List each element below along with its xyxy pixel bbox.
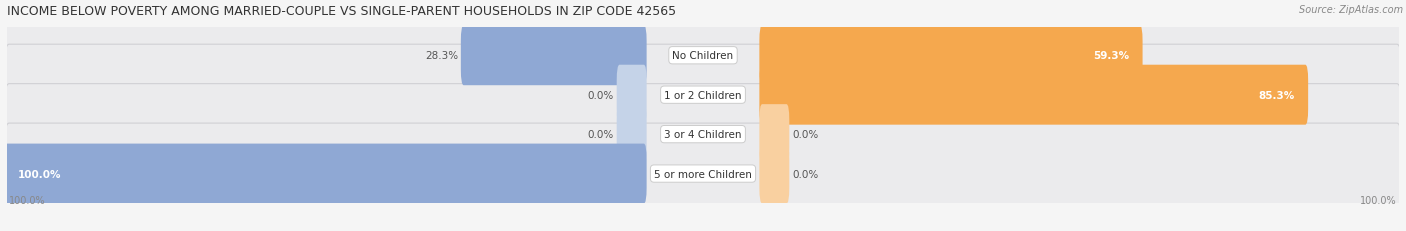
- Text: 100.0%: 100.0%: [1360, 196, 1398, 206]
- Text: 100.0%: 100.0%: [17, 169, 60, 179]
- Text: 0.0%: 0.0%: [588, 130, 614, 140]
- Text: 28.3%: 28.3%: [425, 51, 458, 61]
- Text: 0.0%: 0.0%: [588, 90, 614, 100]
- Text: 5 or more Children: 5 or more Children: [654, 169, 752, 179]
- FancyBboxPatch shape: [4, 6, 1402, 106]
- Text: 1 or 2 Children: 1 or 2 Children: [664, 90, 742, 100]
- FancyBboxPatch shape: [4, 144, 647, 204]
- Text: 59.3%: 59.3%: [1094, 51, 1129, 61]
- Text: 100.0%: 100.0%: [8, 196, 46, 206]
- FancyBboxPatch shape: [617, 65, 647, 125]
- FancyBboxPatch shape: [759, 65, 1308, 125]
- FancyBboxPatch shape: [4, 124, 1402, 224]
- FancyBboxPatch shape: [759, 26, 1143, 86]
- Text: INCOME BELOW POVERTY AMONG MARRIED-COUPLE VS SINGLE-PARENT HOUSEHOLDS IN ZIP COD: INCOME BELOW POVERTY AMONG MARRIED-COUPL…: [7, 5, 676, 18]
- FancyBboxPatch shape: [461, 26, 647, 86]
- FancyBboxPatch shape: [617, 105, 647, 164]
- Text: 0.0%: 0.0%: [792, 130, 818, 140]
- Text: 85.3%: 85.3%: [1258, 90, 1295, 100]
- Text: Source: ZipAtlas.com: Source: ZipAtlas.com: [1299, 5, 1403, 15]
- FancyBboxPatch shape: [4, 45, 1402, 146]
- Text: 3 or 4 Children: 3 or 4 Children: [664, 130, 742, 140]
- FancyBboxPatch shape: [759, 144, 789, 204]
- FancyBboxPatch shape: [4, 84, 1402, 185]
- Text: 0.0%: 0.0%: [792, 169, 818, 179]
- FancyBboxPatch shape: [759, 105, 789, 164]
- Text: No Children: No Children: [672, 51, 734, 61]
